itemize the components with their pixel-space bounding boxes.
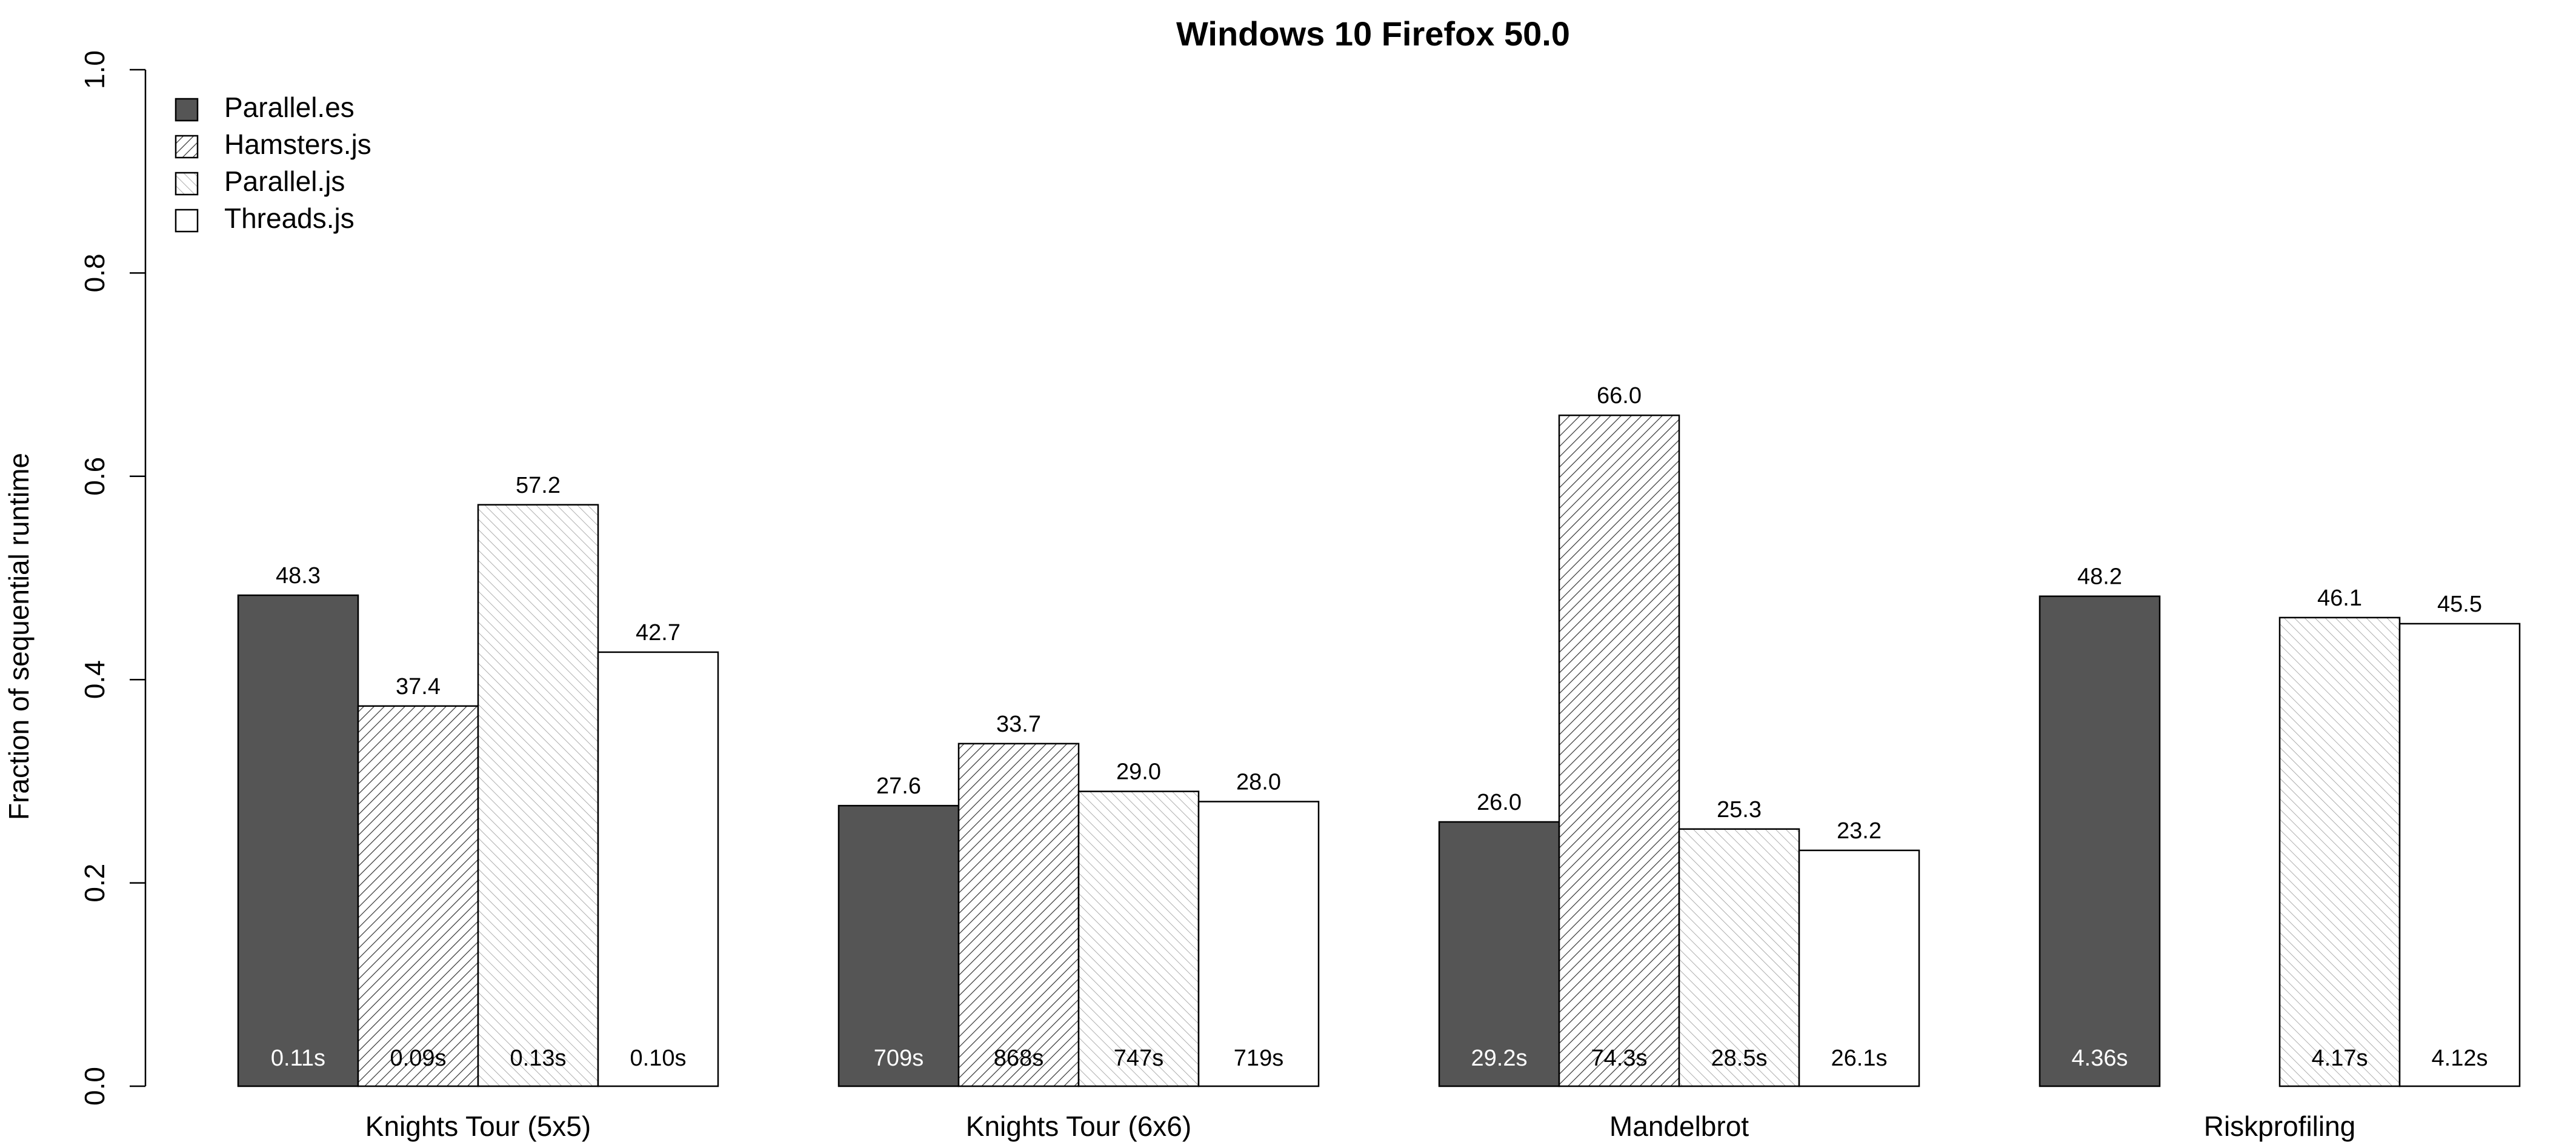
x-category-label: Knights Tour (6x6) xyxy=(966,1110,1191,1142)
bar xyxy=(597,651,719,1087)
legend-swatch xyxy=(175,172,199,196)
bar-value-label: 27.6 xyxy=(876,773,921,799)
bar-value-label: 25.3 xyxy=(1717,797,1762,823)
bar-value-label: 48.2 xyxy=(2077,564,2122,590)
bar xyxy=(2039,595,2161,1087)
bar-time-label: 0.13s xyxy=(510,1046,567,1071)
bar-value-label: 37.4 xyxy=(396,674,441,699)
bar xyxy=(1077,790,1200,1087)
bar-time-label: 868s xyxy=(994,1046,1043,1071)
bar xyxy=(2278,616,2401,1087)
bar-time-label: 26.1s xyxy=(1831,1046,1888,1071)
y-tick-label: 0.4 xyxy=(79,660,110,699)
legend-label: Hamsters.js xyxy=(224,129,371,160)
bar-value-label: 45.5 xyxy=(2437,592,2482,617)
bar-time-label: 0.11s xyxy=(271,1046,325,1071)
y-tick-label: 0.8 xyxy=(79,253,110,292)
x-category-label: Riskprofiling xyxy=(2204,1110,2356,1142)
bar-time-label: 0.09s xyxy=(390,1046,447,1071)
bar xyxy=(957,743,1080,1087)
bar-time-label: 0.10s xyxy=(630,1046,687,1071)
legend-swatch xyxy=(175,209,199,233)
bar-time-label: 74.3s xyxy=(1591,1046,1648,1071)
bar-value-label: 23.2 xyxy=(1837,818,1882,844)
bar-value-label: 46.1 xyxy=(2317,586,2362,611)
bar-time-label: 709s xyxy=(874,1046,924,1071)
bar-value-label: 57.2 xyxy=(516,473,561,498)
bar-time-label: 28.5s xyxy=(1711,1046,1768,1071)
legend-label: Parallel.js xyxy=(224,165,345,197)
y-axis-label: Fraction of sequential runtime xyxy=(3,453,35,820)
y-tick-label: 0.0 xyxy=(79,1067,110,1106)
legend-swatch xyxy=(175,98,199,122)
bar-value-label: 29.0 xyxy=(1116,759,1161,785)
y-tick-label: 0.2 xyxy=(79,864,110,903)
bar-value-label: 42.7 xyxy=(636,620,681,646)
bar xyxy=(1438,821,1560,1087)
y-axis: 0.0 0.2 0.4 0.6 0.8 1.0 xyxy=(79,50,147,1106)
bar xyxy=(1197,801,1320,1087)
bar xyxy=(1678,828,1800,1087)
legend-label: Parallel.es xyxy=(224,92,354,123)
bar-time-label: 4.12s xyxy=(2432,1046,2488,1071)
bar-time-label: 719s xyxy=(1234,1046,1283,1071)
y-tick-label: 0.6 xyxy=(79,457,110,496)
bars: 48.3 0.11s 37.4 0.09s 57.2 0.13s 42.7 0.10s 27.6… xyxy=(237,383,2521,1087)
bar-value-label: 33.7 xyxy=(996,712,1041,737)
bar-time-label: 747s xyxy=(1114,1046,1163,1071)
bar-time-label: 4.36s xyxy=(2072,1046,2128,1071)
bar-time-label: 4.17s xyxy=(2312,1046,2368,1071)
bar xyxy=(477,504,599,1087)
chart-title: Windows 10 Firefox 50.0 xyxy=(1176,15,1570,53)
bar xyxy=(1558,414,1680,1087)
bar-value-label: 28.0 xyxy=(1236,769,1281,795)
y-tick-label: 1.0 xyxy=(79,50,110,89)
legend: Parallel.es Hamsters.js Parallel.js Threads… xyxy=(175,92,371,234)
bar-time-label: 29.2s xyxy=(1471,1046,1528,1071)
legend-swatch xyxy=(175,135,199,159)
bar-value-label: 26.0 xyxy=(1477,790,1522,815)
legend-label: Threads.js xyxy=(224,202,354,234)
bar xyxy=(1798,849,1920,1087)
bar xyxy=(837,804,960,1087)
bar xyxy=(2398,623,2521,1087)
x-axis: Knights Tour (5x5) Knights Tour (6x6) Mand… xyxy=(365,1110,2355,1142)
bar-value-label: 48.3 xyxy=(276,563,321,589)
bar xyxy=(357,705,479,1087)
bar-value-label: 66.0 xyxy=(1597,383,1642,409)
x-category-label: Mandelbrot xyxy=(1609,1110,1749,1142)
x-category-label: Knights Tour (5x5) xyxy=(365,1110,591,1142)
bar xyxy=(237,594,359,1087)
